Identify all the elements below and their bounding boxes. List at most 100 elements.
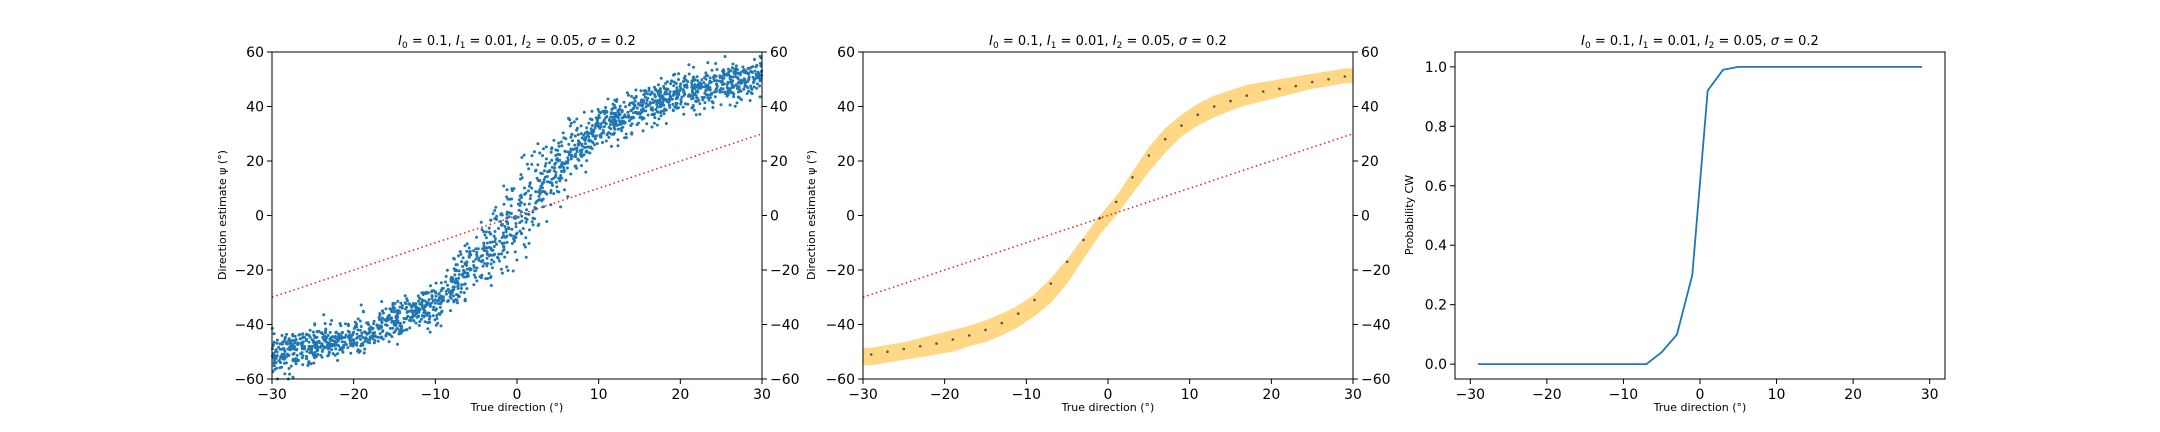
scatter-point: [557, 141, 561, 145]
y-tick-label: 0.8: [1425, 119, 1447, 135]
scatter-point: [422, 307, 426, 311]
scatter-point: [531, 216, 535, 220]
scatter-point: [589, 139, 593, 143]
scatter-point: [540, 199, 544, 203]
mean-point: [1131, 176, 1134, 179]
scatter-point: [468, 267, 472, 270]
scatter-point: [474, 247, 478, 251]
scatter-point: [286, 354, 290, 357]
scatter-point: [449, 309, 452, 313]
scatter-point: [439, 324, 443, 328]
scatter-point: [645, 122, 649, 126]
scatter-point: [616, 138, 620, 142]
scatter-point: [616, 110, 620, 114]
scatter-point: [554, 180, 558, 184]
scatter-point: [307, 344, 311, 348]
scatter-point: [497, 252, 501, 256]
mean-point: [967, 334, 971, 337]
scatter-point: [700, 95, 704, 99]
scatter-point: [420, 301, 424, 304]
scatter-point: [312, 361, 316, 365]
scatter-point: [514, 236, 518, 239]
scatter-point: [291, 375, 295, 379]
scatter-point: [593, 143, 596, 147]
scatter-point: [418, 320, 422, 324]
x-tick-label: −20: [930, 387, 960, 403]
scatter-point: [744, 71, 748, 75]
scatter-point: [692, 65, 695, 69]
scatter-point: [551, 184, 554, 187]
scatter-point: [449, 278, 453, 282]
x-tick-label: 10: [590, 387, 608, 403]
scatter-point: [283, 335, 287, 339]
x-tick-label: 10: [1768, 387, 1786, 403]
scatter-point: [492, 260, 496, 264]
scatter-point: [737, 96, 741, 100]
scatter-point: [437, 292, 441, 296]
scatter-point: [545, 192, 549, 196]
scatter-point: [520, 219, 524, 223]
scatter-point: [481, 254, 484, 257]
scatter-point: [459, 290, 463, 294]
scatter-point: [604, 122, 608, 126]
scatter-point: [499, 223, 503, 227]
scatter-point: [669, 82, 673, 86]
scatter-point: [459, 286, 463, 290]
scatter-point: [674, 89, 677, 93]
scatter-point: [273, 359, 276, 363]
scatter-point: [393, 306, 397, 310]
scatter-point: [745, 92, 749, 95]
scatter-point: [348, 330, 351, 334]
scatter-point: [502, 184, 506, 188]
scatter-point: [722, 76, 726, 80]
scatter-point: [610, 107, 614, 111]
scatter-point: [500, 213, 504, 217]
scatter-point: [522, 243, 526, 247]
scatter-point: [635, 106, 639, 110]
scatter-point: [310, 344, 314, 348]
scatter-point: [582, 137, 586, 141]
scatter-point: [639, 103, 643, 107]
scatter-point: [633, 99, 637, 103]
scatter-point: [713, 95, 717, 99]
panel-3-x-ticks: −30 −20 −10 0 10 20 30: [1456, 379, 1939, 403]
scatter-point: [307, 360, 311, 364]
scatter-point: [656, 99, 660, 102]
scatter-point: [373, 331, 377, 335]
scatter-point: [446, 283, 449, 287]
right-y-tick-label: 20: [770, 154, 788, 170]
scatter-point: [445, 268, 449, 272]
confidence-band: [863, 68, 1353, 366]
x-tick-label: −10: [421, 387, 451, 403]
panel-2-title: I0 = 0.1, I1 = 0.01, I2 = 0.05, σ = 0.2: [989, 34, 1227, 51]
scatter-point: [609, 115, 613, 119]
scatter-point: [505, 265, 509, 269]
y-tick-label: 0.6: [1425, 179, 1447, 195]
scatter-point: [671, 102, 675, 106]
scatter-point: [601, 128, 605, 132]
y-tick-label: 40: [246, 100, 264, 116]
scatter-point: [423, 299, 427, 303]
scatter-point: [490, 258, 494, 262]
scatter-point: [613, 127, 617, 131]
panel-3-plot-area: [1478, 66, 1922, 366]
scatter-point: [606, 97, 610, 101]
scatter-point: [530, 154, 534, 158]
scatter-point: [758, 84, 762, 88]
scatter-point: [519, 173, 523, 177]
scatter-point: [309, 348, 313, 352]
scatter-point: [437, 312, 441, 316]
scatter-point: [368, 341, 372, 345]
scatter-point: [586, 145, 590, 149]
scatter-point: [755, 63, 759, 67]
scatter-point: [460, 283, 464, 287]
scatter-point: [650, 125, 654, 129]
scatter-point: [589, 145, 593, 149]
scatter-point: [630, 131, 634, 135]
scatter-point: [485, 252, 489, 256]
scatter-point: [275, 341, 279, 345]
scatter-point: [419, 317, 423, 321]
scatter-point: [427, 317, 431, 321]
scatter-point: [505, 195, 509, 199]
scatter-point: [425, 313, 429, 317]
